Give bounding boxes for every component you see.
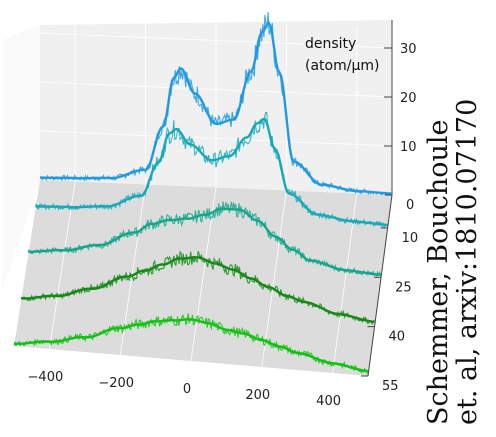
time-axis-ticks: 0 10 25 40 55: [361, 194, 419, 394]
density-tick-label: 20: [400, 91, 417, 106]
density-tick-label: 30: [400, 42, 417, 57]
z-axis-label-line1: density: [305, 36, 356, 52]
series-t-40: [20, 250, 375, 326]
citation-credit: Schemmer, Bouchoule et. al, arxiv:1810.0…: [423, 98, 483, 425]
series-fit-line: [13, 318, 369, 373]
left-pane: [2, 25, 40, 292]
citation-line-1: Schemmer, Bouchoule: [423, 119, 454, 425]
z-axis-label-line2: (atom/μm): [305, 58, 379, 74]
time-tick-label: 10: [402, 231, 419, 246]
citation-line-2: et. al, arxiv:1810.07170: [452, 98, 483, 425]
x-tick-label: 200: [245, 388, 270, 403]
time-tick-label: 0: [406, 198, 414, 213]
series-fit-line: [21, 256, 375, 323]
time-tick-label: 25: [395, 280, 412, 295]
axis-lines: [367, 20, 393, 377]
x-tick-label: −400: [28, 370, 64, 385]
grid-lines: [39, 14, 393, 374]
time-tick-label: 55: [382, 379, 399, 394]
time-axis-line: [367, 194, 393, 377]
series-group: [13, 11, 393, 374]
series-t-25: [27, 200, 382, 278]
x-tick-label: −200: [98, 376, 134, 391]
x-axis-ticks: −400 −200 0 200 400: [28, 370, 341, 409]
floor-grid-line: [261, 190, 287, 368]
floor-grid-line: [190, 187, 217, 362]
density-tick-label: 10: [400, 140, 417, 155]
series-fit-line: [35, 117, 388, 227]
x-tick-label: 0: [183, 382, 191, 397]
density-axis-ticks: 10 20 30: [384, 42, 417, 155]
series-t-55: [13, 313, 369, 374]
series-fit-line: [40, 21, 393, 195]
x-tick-label: 400: [316, 394, 341, 409]
series-t-10: [35, 111, 388, 229]
series-fit-line: [28, 207, 382, 276]
series-t-0: [39, 11, 393, 196]
time-tick-label: 40: [389, 330, 406, 345]
